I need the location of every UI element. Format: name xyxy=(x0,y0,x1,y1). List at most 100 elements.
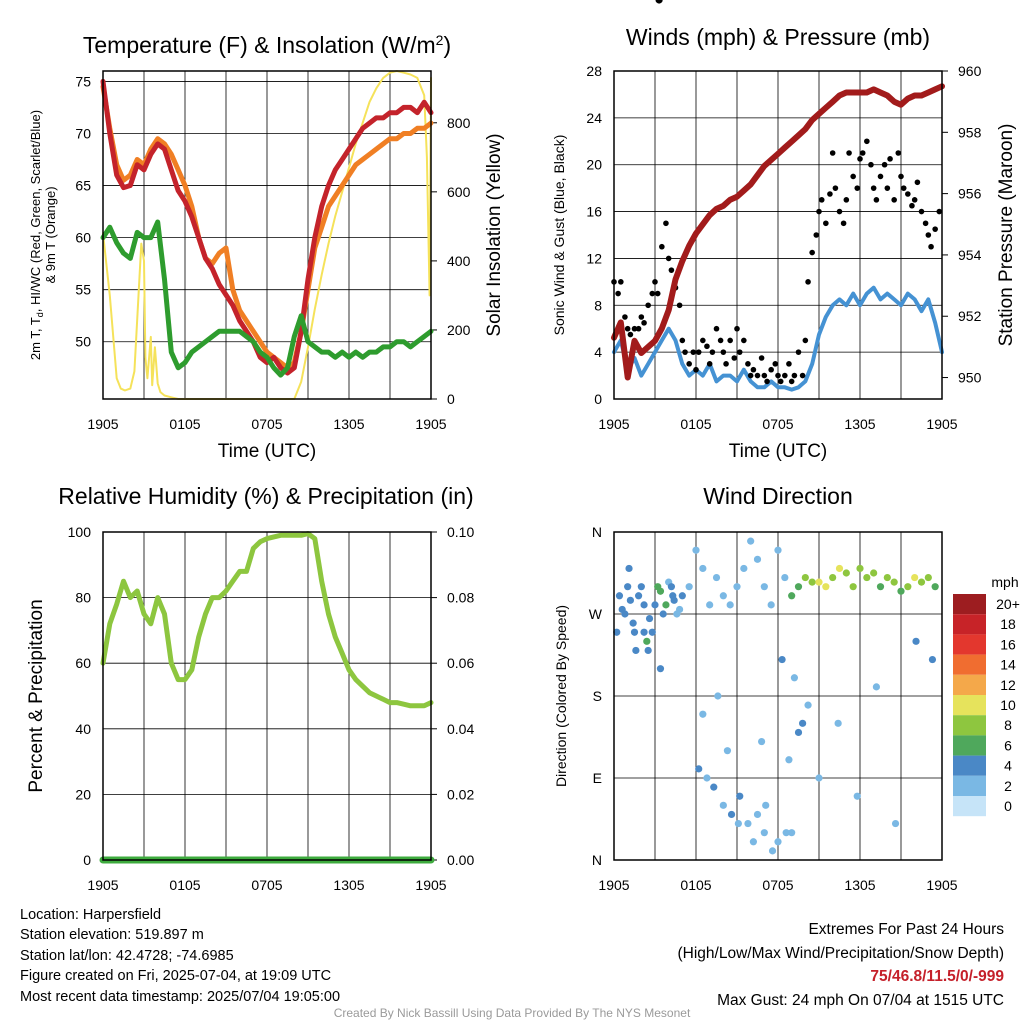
gust-point xyxy=(809,249,815,256)
y-tick-label: 50 xyxy=(75,334,91,350)
direction-point xyxy=(706,601,714,609)
dir-chart-title: Wind Direction xyxy=(703,483,853,509)
x-tick-label: 1905 xyxy=(926,877,957,893)
direction-point xyxy=(744,819,752,828)
direction-point xyxy=(890,578,898,586)
legend-label: 12 xyxy=(1000,677,1016,693)
right-tick-label: 0 xyxy=(447,391,455,407)
x-tick-label: 0105 xyxy=(680,877,711,893)
legend-swatch xyxy=(953,775,986,796)
gust-point xyxy=(887,156,893,162)
extremes-title: Extremes For Past 24 Hours xyxy=(808,921,1004,938)
direction-point xyxy=(703,774,711,782)
gust-point xyxy=(911,197,918,203)
direction-point xyxy=(768,847,777,855)
gust-point xyxy=(864,138,870,145)
direction-point xyxy=(712,573,721,582)
legend-label: 16 xyxy=(1000,636,1016,652)
legend-label: 2 xyxy=(1004,778,1012,794)
recent-text: Most recent data timestamp: 2025/07/04 1… xyxy=(20,988,341,1005)
rh-line xyxy=(100,531,434,709)
legend-label: 14 xyxy=(1000,657,1016,673)
gust-point xyxy=(786,361,792,367)
gust-point xyxy=(758,355,765,361)
gust-point xyxy=(682,349,688,355)
dir-chart: 1905 0105 0705 1305 1905 N E S W N xyxy=(589,0,958,893)
gust-point xyxy=(727,337,733,344)
wind-chart: 1905 0105 0705 1305 1905 0 4 8 12 16 20 24 28 950 952 9… xyxy=(586,63,981,432)
temp-ylabel: 2m T, Td, HI/WC (Red, Green, Scarlet/Blu… xyxy=(28,110,45,360)
direction-point xyxy=(760,583,768,591)
temp-xlabel: Time (UTC) xyxy=(218,441,317,462)
y-tick-label: 20 xyxy=(75,786,91,802)
direction-point xyxy=(774,546,782,554)
max-gust-text: Max Gust: 24 mph On 07/04 at 1515 UTC xyxy=(717,991,1004,1009)
direction-point xyxy=(662,601,670,609)
direction-point xyxy=(876,583,885,591)
gust-point xyxy=(818,197,825,203)
direction-point xyxy=(613,628,621,636)
y-tick-label: 55 xyxy=(75,282,91,298)
right-tick-label: 600 xyxy=(447,184,471,200)
direction-point xyxy=(719,592,727,600)
direction-point xyxy=(760,829,768,837)
direction-point xyxy=(736,792,744,800)
extremes-subtitle: (High/Low/Max Wind/Precipitation/Snow De… xyxy=(677,944,1005,962)
direction-point xyxy=(849,583,857,591)
gust-point xyxy=(676,302,683,309)
y-tick-label: 20 xyxy=(586,157,602,173)
direction-point xyxy=(644,646,652,655)
created-text: Figure created on Fri, 2025-07-04, at 19… xyxy=(20,968,332,985)
direction-point xyxy=(872,683,881,691)
direction-point xyxy=(714,692,722,700)
x-tick-label: 1905 xyxy=(87,416,118,432)
y-tick-label: 60 xyxy=(75,655,91,671)
pressure-line xyxy=(611,83,945,381)
legend-title: mph xyxy=(991,574,1018,590)
gust-point xyxy=(918,208,925,215)
direction-point xyxy=(799,719,807,727)
right-tick-label: 958 xyxy=(958,124,982,140)
direction-point xyxy=(676,605,684,614)
direction-point xyxy=(863,573,871,582)
gust-point xyxy=(898,173,904,180)
right-tick-label: 0.08 xyxy=(447,590,474,606)
gust-point xyxy=(654,290,661,297)
direction-point xyxy=(629,619,637,627)
direction-point xyxy=(749,838,758,846)
location-text: Location: Harpersfield xyxy=(20,907,162,923)
gust-point xyxy=(775,372,781,379)
right-tick-label: 0.10 xyxy=(447,524,474,540)
y-tick-label: 60 xyxy=(75,230,91,246)
x-tick-label: 1905 xyxy=(926,416,957,432)
direction-point xyxy=(643,637,651,645)
y-tick-label: 100 xyxy=(68,524,92,540)
right-tick-label: 0.00 xyxy=(447,852,474,868)
gust-point xyxy=(615,290,621,297)
y-tick-label: W xyxy=(589,606,603,622)
x-tick-label: 1905 xyxy=(87,877,118,893)
direction-point xyxy=(767,601,775,609)
gust-point xyxy=(768,366,774,373)
y-tick-label: N xyxy=(592,524,602,540)
gust-point xyxy=(799,372,806,379)
x-tick-label: 1905 xyxy=(598,416,629,432)
gust-point xyxy=(802,337,809,344)
gust-point xyxy=(925,232,932,238)
direction-point xyxy=(678,592,686,600)
gust-point xyxy=(747,372,754,379)
legend-label: 18 xyxy=(1000,616,1016,632)
legend-swatch xyxy=(953,755,986,776)
x-tick-label: 1905 xyxy=(415,416,446,432)
credit-text: Created By Nick Bassill Using Data Provi… xyxy=(333,1006,691,1020)
right-tick-label: 960 xyxy=(958,63,982,79)
direction-point xyxy=(624,583,632,591)
plot-frame xyxy=(613,531,943,861)
legend-swatch xyxy=(953,634,986,655)
direction-point xyxy=(733,583,741,591)
direction-point xyxy=(788,829,796,837)
direction-point xyxy=(758,737,766,746)
gust-point xyxy=(936,208,943,215)
direction-point xyxy=(912,637,920,645)
